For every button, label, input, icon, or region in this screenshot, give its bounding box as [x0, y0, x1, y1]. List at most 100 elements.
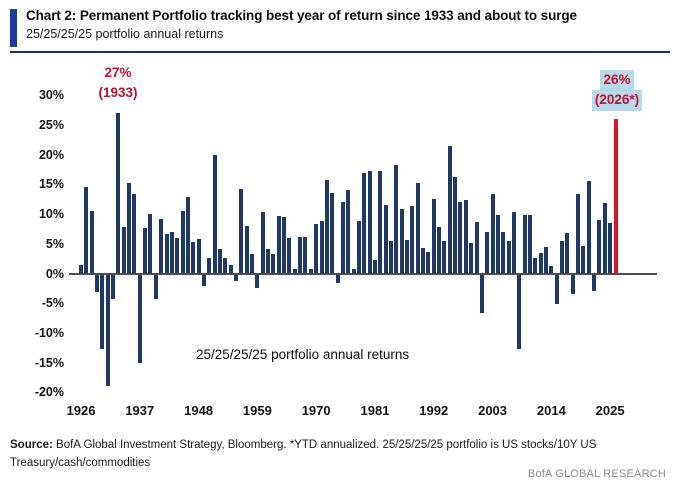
bar-2022	[592, 274, 597, 291]
bar-1950	[207, 258, 212, 274]
bar-2011	[533, 258, 538, 274]
y-axis-label: 0%	[45, 266, 64, 281]
source-label: Source:	[10, 439, 53, 451]
bar-1933	[116, 113, 121, 274]
bar-1971	[319, 221, 324, 274]
bar-1972	[324, 180, 329, 274]
bar-1992	[431, 198, 436, 274]
x-axis-label: 1970	[301, 403, 331, 418]
bar-2013	[544, 246, 548, 274]
bar-2025	[608, 223, 613, 274]
chart-title: Chart 2: Permanent Portfolio tracking be…	[26, 8, 577, 23]
y-axis-label: 5%	[45, 236, 64, 251]
bar-1947	[191, 242, 196, 274]
bar-1946	[185, 196, 190, 274]
bar-2012	[538, 253, 543, 274]
x-axis-label: 1948	[184, 403, 214, 418]
bar-2009	[522, 214, 527, 274]
header-accent-bar	[10, 9, 17, 47]
bar-1984	[389, 241, 393, 274]
y-axis-label: -20%	[34, 385, 64, 400]
annotation-1933-peak: 27% (1933)	[80, 63, 156, 104]
chart-subtitle: 25/25/25/25 portfolio annual returns	[26, 26, 224, 41]
bar-1930	[100, 274, 105, 349]
bar-1988	[410, 205, 415, 274]
bar-2026-highlight	[613, 119, 618, 274]
bar-1940	[153, 274, 158, 300]
x-axis-label: 1926	[66, 403, 96, 418]
bar-1977	[351, 268, 356, 274]
bar-1957	[244, 225, 249, 274]
bar-1980	[367, 171, 372, 274]
source-note: Source: BofA Global Investment Strategy,…	[10, 437, 658, 473]
bar-1958	[250, 253, 255, 274]
bar-1993	[437, 226, 442, 274]
bar-1985	[394, 165, 399, 274]
chart-header: Chart 2: Permanent Portfolio tracking be…	[10, 6, 670, 47]
bar-1943	[169, 231, 174, 274]
bar-2000	[474, 221, 479, 274]
bar-1998	[463, 200, 468, 274]
bar-1967	[298, 236, 303, 274]
bar-2024	[602, 202, 607, 274]
bar-2019	[576, 193, 581, 274]
x-axis-label: 2025	[595, 403, 625, 418]
series-label: 25/25/25/25 portfolio annual returns	[196, 347, 410, 362]
bar-1928	[89, 210, 94, 274]
bar-1936	[132, 194, 137, 274]
bar-2007	[511, 211, 516, 274]
header-divider	[10, 51, 670, 53]
x-axis-label: 1937	[125, 403, 155, 418]
bar-1934	[121, 227, 126, 274]
bar-1959	[255, 274, 260, 288]
bar-1968	[303, 237, 308, 274]
bar-1979	[362, 173, 367, 274]
annotation-2026-value: 26%	[600, 70, 634, 91]
bar-2008	[517, 274, 522, 349]
bar-1944	[175, 238, 180, 274]
x-axis-label: 2003	[478, 403, 508, 418]
bar-2001	[479, 274, 484, 314]
bar-1975	[340, 202, 345, 274]
annotation-2026-year: (2026*)	[591, 90, 643, 111]
bar-2005	[501, 231, 506, 274]
x-axis-label: 1959	[242, 403, 272, 418]
bar-1942	[164, 233, 169, 274]
y-axis-label: 20%	[38, 147, 64, 162]
bar-2006	[506, 241, 511, 274]
bar-1937	[137, 274, 142, 363]
bar-1938	[143, 227, 148, 274]
bar-2004	[495, 214, 500, 274]
bar-1974	[335, 274, 340, 284]
bar-1927	[84, 187, 89, 274]
bar-1997	[458, 201, 463, 274]
bar-2023	[597, 220, 602, 274]
y-axis-label: 15%	[38, 177, 64, 192]
bar-1973	[330, 193, 335, 274]
x-axis-label: 2014	[536, 403, 566, 418]
bar-1982	[378, 171, 383, 274]
bar-1970	[314, 223, 319, 274]
bar-1935	[127, 182, 132, 274]
y-axis-label: -5%	[41, 296, 64, 311]
bar-2017	[565, 233, 570, 274]
bar-1960	[260, 212, 265, 274]
bar-1969	[308, 268, 313, 274]
y-axis-label: 25%	[38, 118, 64, 132]
bar-1945	[180, 210, 185, 274]
bar-1987	[405, 240, 410, 274]
x-axis-label: 1992	[419, 403, 449, 418]
bar-1994	[442, 240, 447, 274]
bar-1926	[79, 265, 83, 274]
bar-1948	[196, 239, 201, 274]
bar-1955	[234, 274, 238, 282]
bar-1949	[201, 274, 206, 287]
bar-2010	[527, 214, 532, 274]
y-axis-label: 10%	[38, 207, 64, 222]
annotation-2026-surge: 26% (2026*)	[578, 70, 656, 111]
bar-1951	[212, 155, 217, 274]
bar-2015	[554, 274, 559, 304]
y-axis-label: -10%	[34, 325, 64, 340]
y-axis-label: 30%	[38, 88, 64, 103]
bar-2020	[581, 246, 586, 274]
